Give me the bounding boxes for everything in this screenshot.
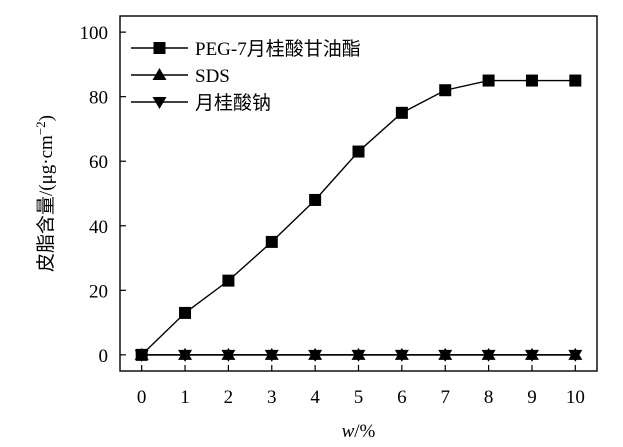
data-point-marker: [221, 349, 236, 362]
y-axis-title-close: ): [36, 115, 57, 121]
legend-label: SDS: [195, 66, 230, 87]
x-tick-label: 10: [566, 387, 585, 408]
series-line: [141, 79, 576, 356]
data-point-marker: [481, 349, 496, 362]
data-point-marker: [178, 349, 193, 362]
x-tick-label: 5: [354, 387, 364, 408]
data-point-marker: [439, 84, 452, 97]
legend-entry: 月桂酸钠: [131, 92, 271, 114]
series-3: [134, 349, 583, 362]
data-point-marker: [438, 349, 453, 362]
x-tick-label: 2: [224, 387, 234, 408]
data-point-marker: [265, 235, 278, 248]
y-axis-title-superscript: −2: [33, 121, 48, 135]
x-tick-label: 9: [527, 387, 537, 408]
data-point-marker: [395, 106, 408, 119]
legend-entry: SDS: [131, 66, 230, 87]
legend-entry: PEG-7月桂酸甘油酯: [131, 38, 361, 60]
series-1: [135, 74, 582, 361]
y-tick-label: 0: [99, 346, 109, 367]
y-tick-label: 40: [89, 217, 108, 238]
data-point-marker: [569, 74, 582, 87]
legend-label: 月桂酸钠: [195, 92, 271, 114]
y-tick-label: 60: [89, 152, 108, 173]
x-axis-title-variable: w: [342, 421, 355, 442]
y-axis-title: 皮脂含量/(μg·cm−2): [33, 115, 57, 272]
x-axis-title-unit: /%: [354, 421, 375, 442]
x-tick-label: 1: [180, 387, 190, 408]
series-layer: [134, 74, 583, 362]
data-point-marker: [482, 74, 495, 87]
data-point-marker: [222, 274, 235, 287]
data-point-marker: [309, 193, 322, 206]
data-point-marker: [264, 349, 279, 362]
data-point-marker: [524, 349, 539, 362]
data-point-marker: [394, 349, 409, 362]
data-point-marker: [179, 306, 192, 319]
x-axis-title: w/%: [342, 421, 376, 442]
x-tick-label: 8: [484, 387, 494, 408]
y-tick-label: 80: [89, 88, 108, 109]
data-point-marker: [308, 349, 323, 362]
y-axis-title-main: 皮脂含量/(μg·cm: [35, 135, 57, 272]
x-tick-label: 6: [397, 387, 407, 408]
data-point-marker: [568, 349, 583, 362]
legend-marker: [152, 68, 167, 80]
legend-marker: [152, 97, 167, 109]
legend-label: PEG-7月桂酸甘油酯: [195, 38, 361, 60]
x-tick-label: 0: [137, 387, 147, 408]
x-tick-label: 7: [440, 387, 450, 408]
data-point-marker: [351, 349, 366, 362]
data-point-marker: [134, 349, 149, 362]
y-tick-label: 20: [89, 281, 108, 302]
data-point-marker: [525, 74, 538, 87]
x-tick-label: 4: [310, 387, 320, 408]
data-point-marker: [352, 145, 365, 158]
legend-marker: [153, 42, 166, 54]
y-tick-label: 100: [80, 23, 109, 44]
plot-frame: [119, 15, 598, 372]
x-tick-label: 3: [267, 387, 277, 408]
legend: PEG-7月桂酸甘油酯 SDS 月桂酸钠: [131, 38, 361, 114]
